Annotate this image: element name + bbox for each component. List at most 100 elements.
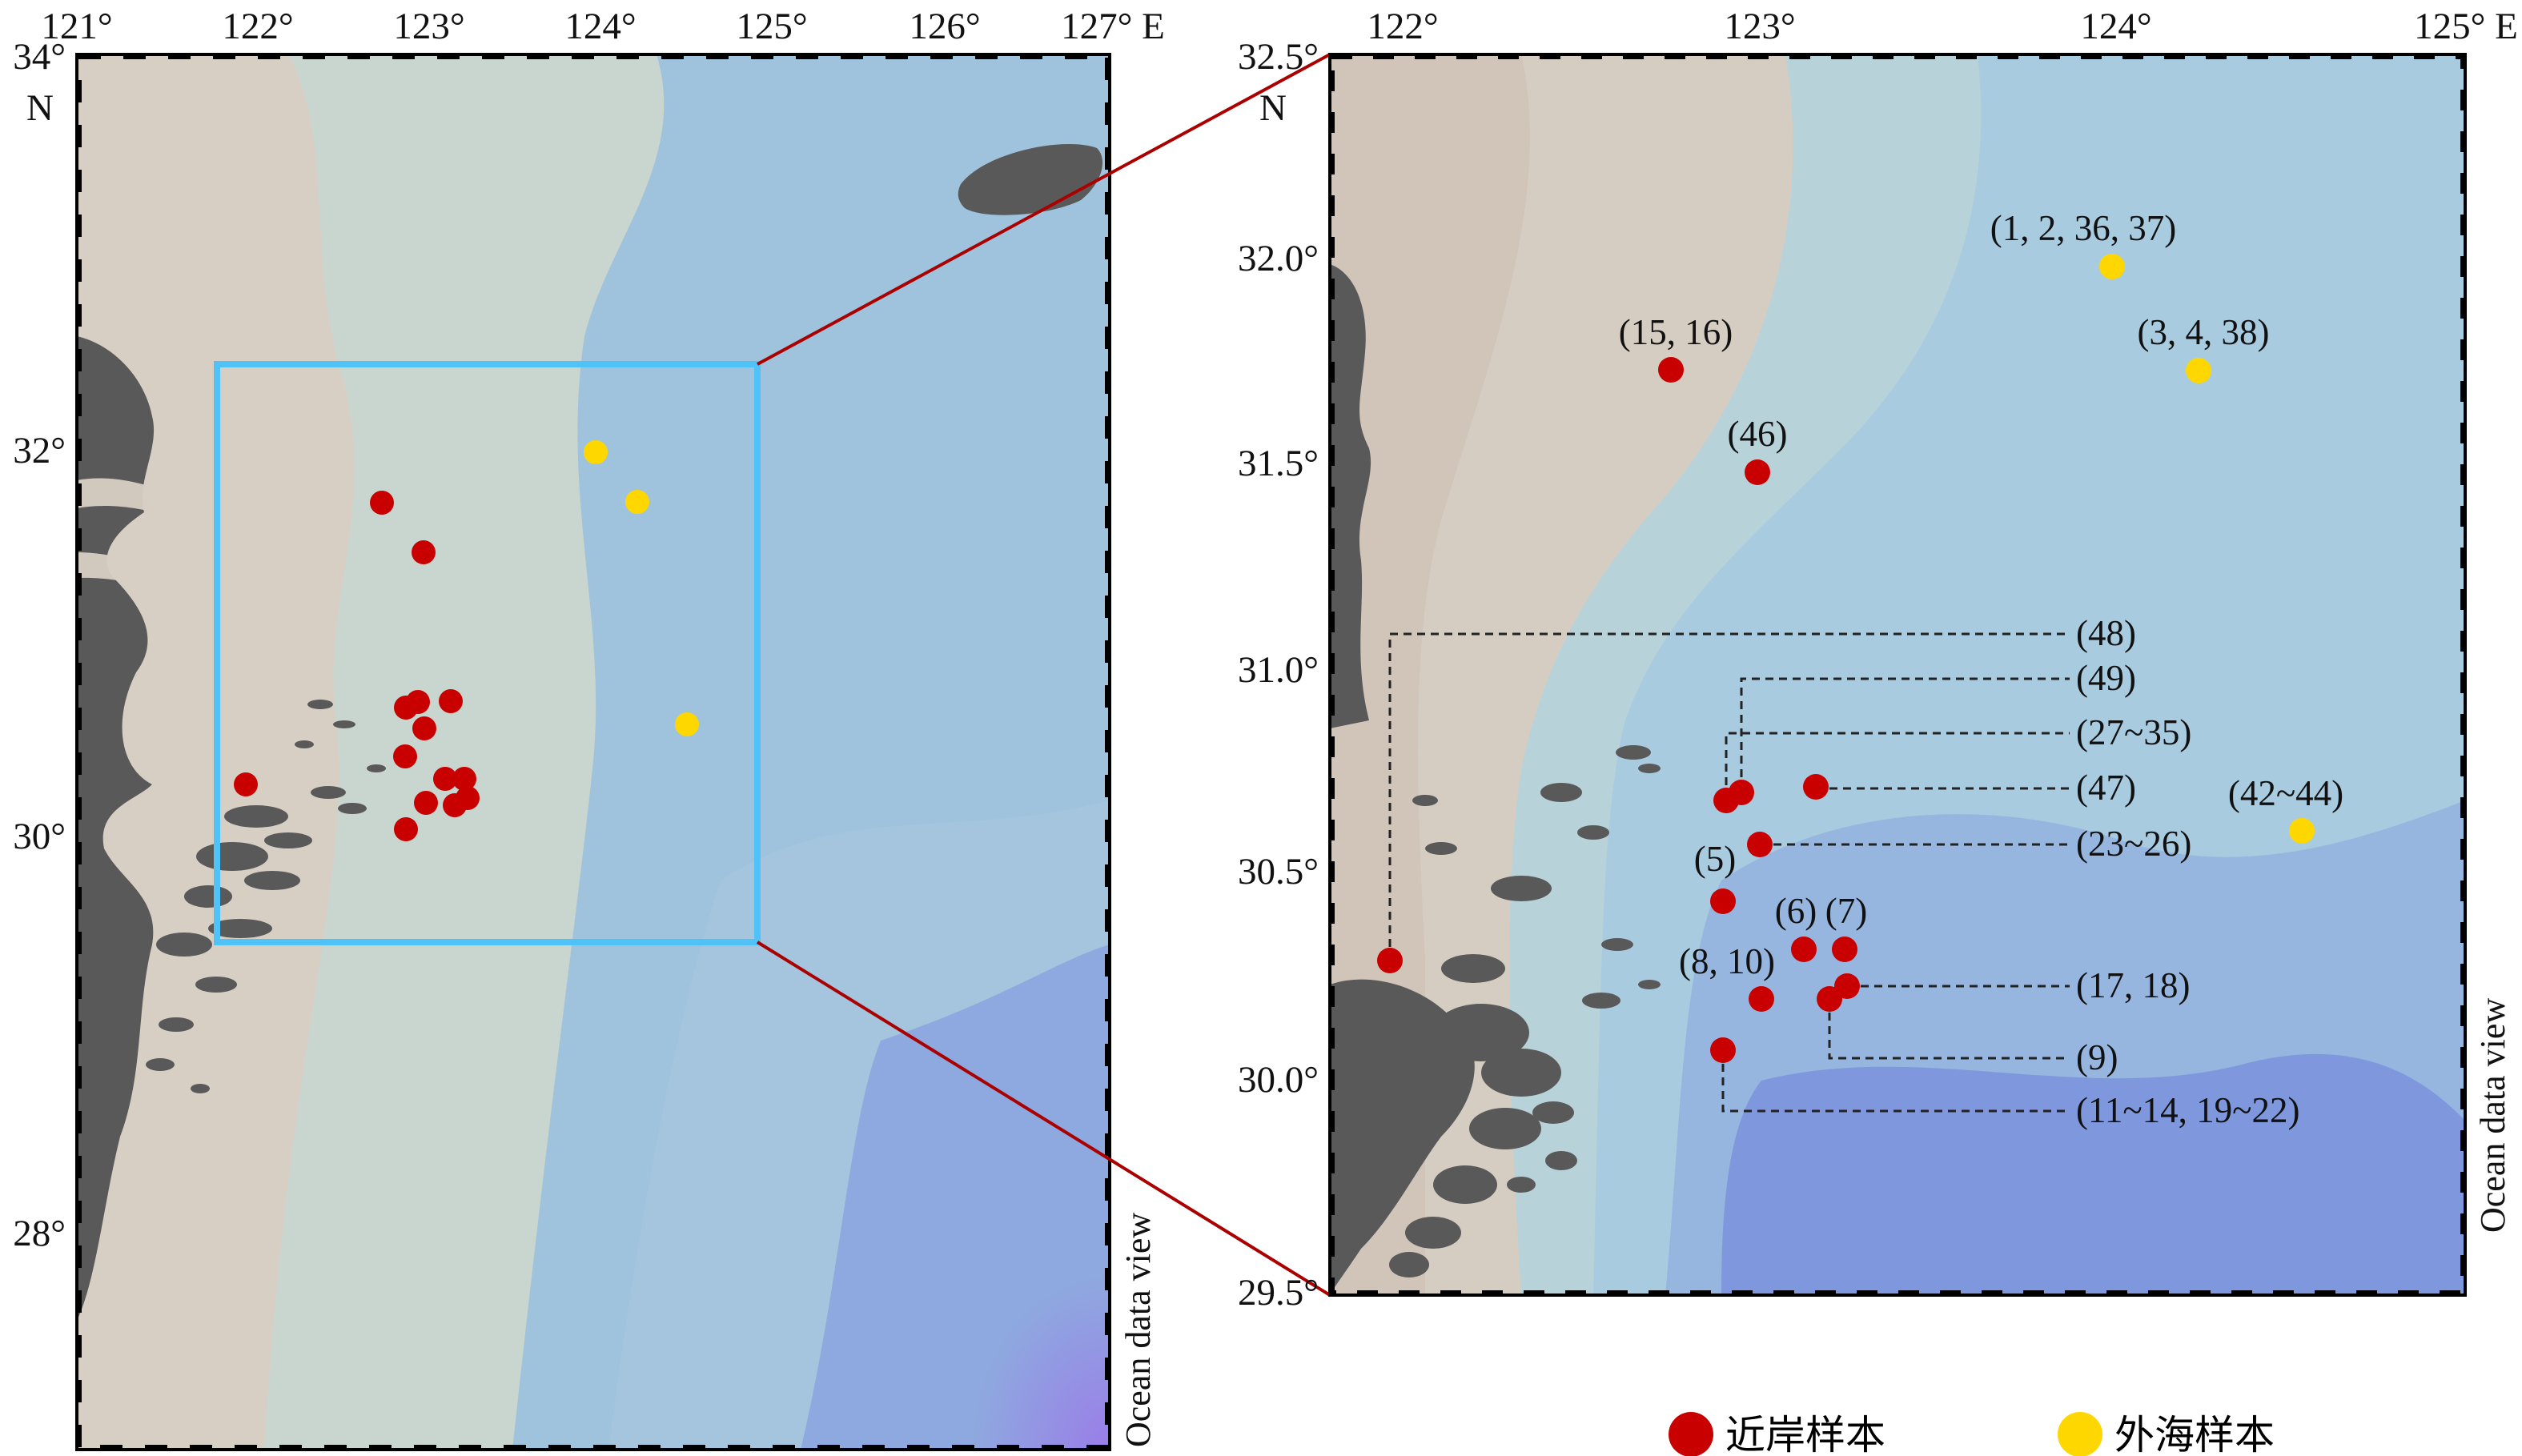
right-side-ticks: 32.5° N 32.0° 31.5° 31.0° 30.5° 30.0° 29… xyxy=(1238,36,1319,1314)
left-top-tick: 122° xyxy=(222,6,293,47)
legend: 近岸样本 外海样本 xyxy=(1669,1412,2275,1456)
coastal-sample-point xyxy=(1729,780,1754,805)
annotation-label: (8, 10) xyxy=(1679,941,1775,981)
offshore-legend-label: 外海样本 xyxy=(2114,1412,2275,1456)
deepest-water-zone xyxy=(881,1161,1110,1450)
offshore-sample-point xyxy=(2186,358,2211,383)
right-top-tick: 123° xyxy=(1724,6,1795,47)
right-lat-tick: 30.0° xyxy=(1238,1059,1319,1101)
offshore-sample-point xyxy=(2099,254,2125,279)
right-lat-tick: 31.0° xyxy=(1238,649,1319,691)
offshore-sample-point xyxy=(2289,818,2315,844)
leader-line-48 xyxy=(1388,632,2070,961)
coastal-sample-point xyxy=(1377,948,1403,973)
north-label: N xyxy=(1259,87,1287,129)
annotation-label: (1, 2, 36, 37) xyxy=(1990,208,2176,248)
left-offshore-samples xyxy=(584,440,699,736)
left-lat-tick: 32° xyxy=(13,430,66,471)
coastal-sample-point xyxy=(456,786,480,810)
left-map-border-dashes xyxy=(75,53,1111,1451)
coastal-legend-marker xyxy=(1669,1412,1713,1456)
leader-lines xyxy=(1388,632,2070,1113)
right-lat-tick: 29.5° xyxy=(1238,1272,1319,1314)
ocean-data-view-credit: Ocean data view xyxy=(2473,998,2512,1233)
coastal-sample-point xyxy=(412,540,436,564)
annotation-label: (42~44) xyxy=(2228,773,2343,813)
right-top-tick: 124° xyxy=(2080,6,2151,47)
coastal-sample-point xyxy=(1745,459,1770,485)
annotation-label: (6) xyxy=(1775,891,1817,931)
left-lat-tick: 30° xyxy=(13,816,66,857)
mainland xyxy=(1330,264,1371,728)
right-lat-tick: 32.5° xyxy=(1238,36,1319,78)
left-map: 121° 122° 123° 124° 125° 126° 127° E 34°… xyxy=(13,6,1165,1451)
leader-line-9 xyxy=(1828,999,2070,1060)
right-map-border-dashes xyxy=(1328,53,2467,1297)
leader-label: (49) xyxy=(2076,658,2136,698)
annotation-label: (46) xyxy=(1728,414,1788,454)
ocean-data-view-credit: Ocean data view xyxy=(1118,1213,1158,1447)
coastal-sample-point xyxy=(1803,774,1829,800)
coastal-sample-point xyxy=(414,791,438,815)
leader-line-11-22 xyxy=(1721,1050,2070,1113)
left-top-tick: 121° xyxy=(41,6,112,47)
leader-label: (9) xyxy=(2076,1037,2118,1077)
offshore-sample-point xyxy=(584,440,608,464)
right-map: (1, 2, 36, 37) (3, 4, 38) (15, 16) (46) … xyxy=(1238,6,2518,1314)
right-lat-tick: 30.5° xyxy=(1238,851,1319,892)
left-top-tick: 123° xyxy=(393,6,464,47)
coastal-sample-point xyxy=(394,817,418,841)
coastal-legend-label: 近岸样本 xyxy=(1725,1412,1885,1456)
leader-label: (23~26) xyxy=(2076,824,2191,864)
zoom-line-bottom xyxy=(756,941,1331,1297)
left-side-ticks: 34° N 32° 30° 28° xyxy=(13,36,66,1254)
coastal-sample-point xyxy=(412,716,436,740)
leader-labels: (48) (49) (27~35) (47) (23~26) (17, 18) … xyxy=(2076,613,2300,1130)
left-top-ticks: 121° 122° 123° 124° 125° 126° 127° E xyxy=(41,6,1165,47)
left-top-tick: 125° xyxy=(736,6,807,47)
zoom-line-top xyxy=(757,53,1331,366)
coastal-sample-point xyxy=(406,690,430,714)
annotation-label: (7) xyxy=(1825,891,1867,931)
islands xyxy=(1330,745,1661,1295)
islands xyxy=(146,700,386,1093)
coastal-sample-point xyxy=(1832,937,1857,962)
coastal-sample-point xyxy=(1791,937,1817,962)
study-area-box xyxy=(214,361,761,945)
coastal-sample-point xyxy=(439,689,463,713)
right-lat-tick: 31.5° xyxy=(1238,443,1319,484)
leader-label: (47) xyxy=(2076,768,2136,808)
leader-label: (27~35) xyxy=(2076,712,2191,752)
left-top-tick: 124° xyxy=(564,6,636,47)
leader-label: (11~14, 19~22) xyxy=(2076,1090,2300,1130)
left-top-tick: 127° E xyxy=(1061,6,1165,47)
coastal-sample-point xyxy=(1817,986,1842,1012)
mainland xyxy=(77,336,155,1321)
coastal-sample-point xyxy=(1710,1037,1736,1063)
right-top-tick: 122° xyxy=(1367,6,1438,47)
offshore-legend-marker xyxy=(2058,1412,2102,1456)
left-coastal-samples xyxy=(234,491,480,841)
coastal-sample-point xyxy=(452,767,476,791)
coastal-sample-point xyxy=(1658,357,1684,383)
offshore-sample-point xyxy=(625,490,649,514)
left-lat-tick: 34° xyxy=(13,36,66,78)
right-coastal-samples xyxy=(1377,357,1860,1063)
leader-line-49 xyxy=(1740,677,2070,791)
leader-label: (48) xyxy=(2076,613,2136,653)
coastal-sample-point xyxy=(433,767,457,791)
left-lat-tick: 28° xyxy=(13,1213,66,1254)
north-label: N xyxy=(26,87,54,129)
coastal-sample-point xyxy=(370,491,394,515)
coastal-sample-point xyxy=(1834,973,1860,999)
offshore-sample-point xyxy=(675,712,699,736)
annotation-label: (5) xyxy=(1694,839,1736,879)
coastal-sample-point xyxy=(234,772,258,796)
left-top-tick: 126° xyxy=(909,6,980,47)
right-offshore-samples xyxy=(2099,254,2315,844)
annotation-label: (15, 16) xyxy=(1619,312,1733,352)
annotation-label: (3, 4, 38) xyxy=(2138,312,2270,352)
right-lat-tick: 32.0° xyxy=(1238,238,1319,279)
coastal-sample-point xyxy=(1749,986,1774,1012)
coastal-sample-point xyxy=(1747,832,1773,857)
